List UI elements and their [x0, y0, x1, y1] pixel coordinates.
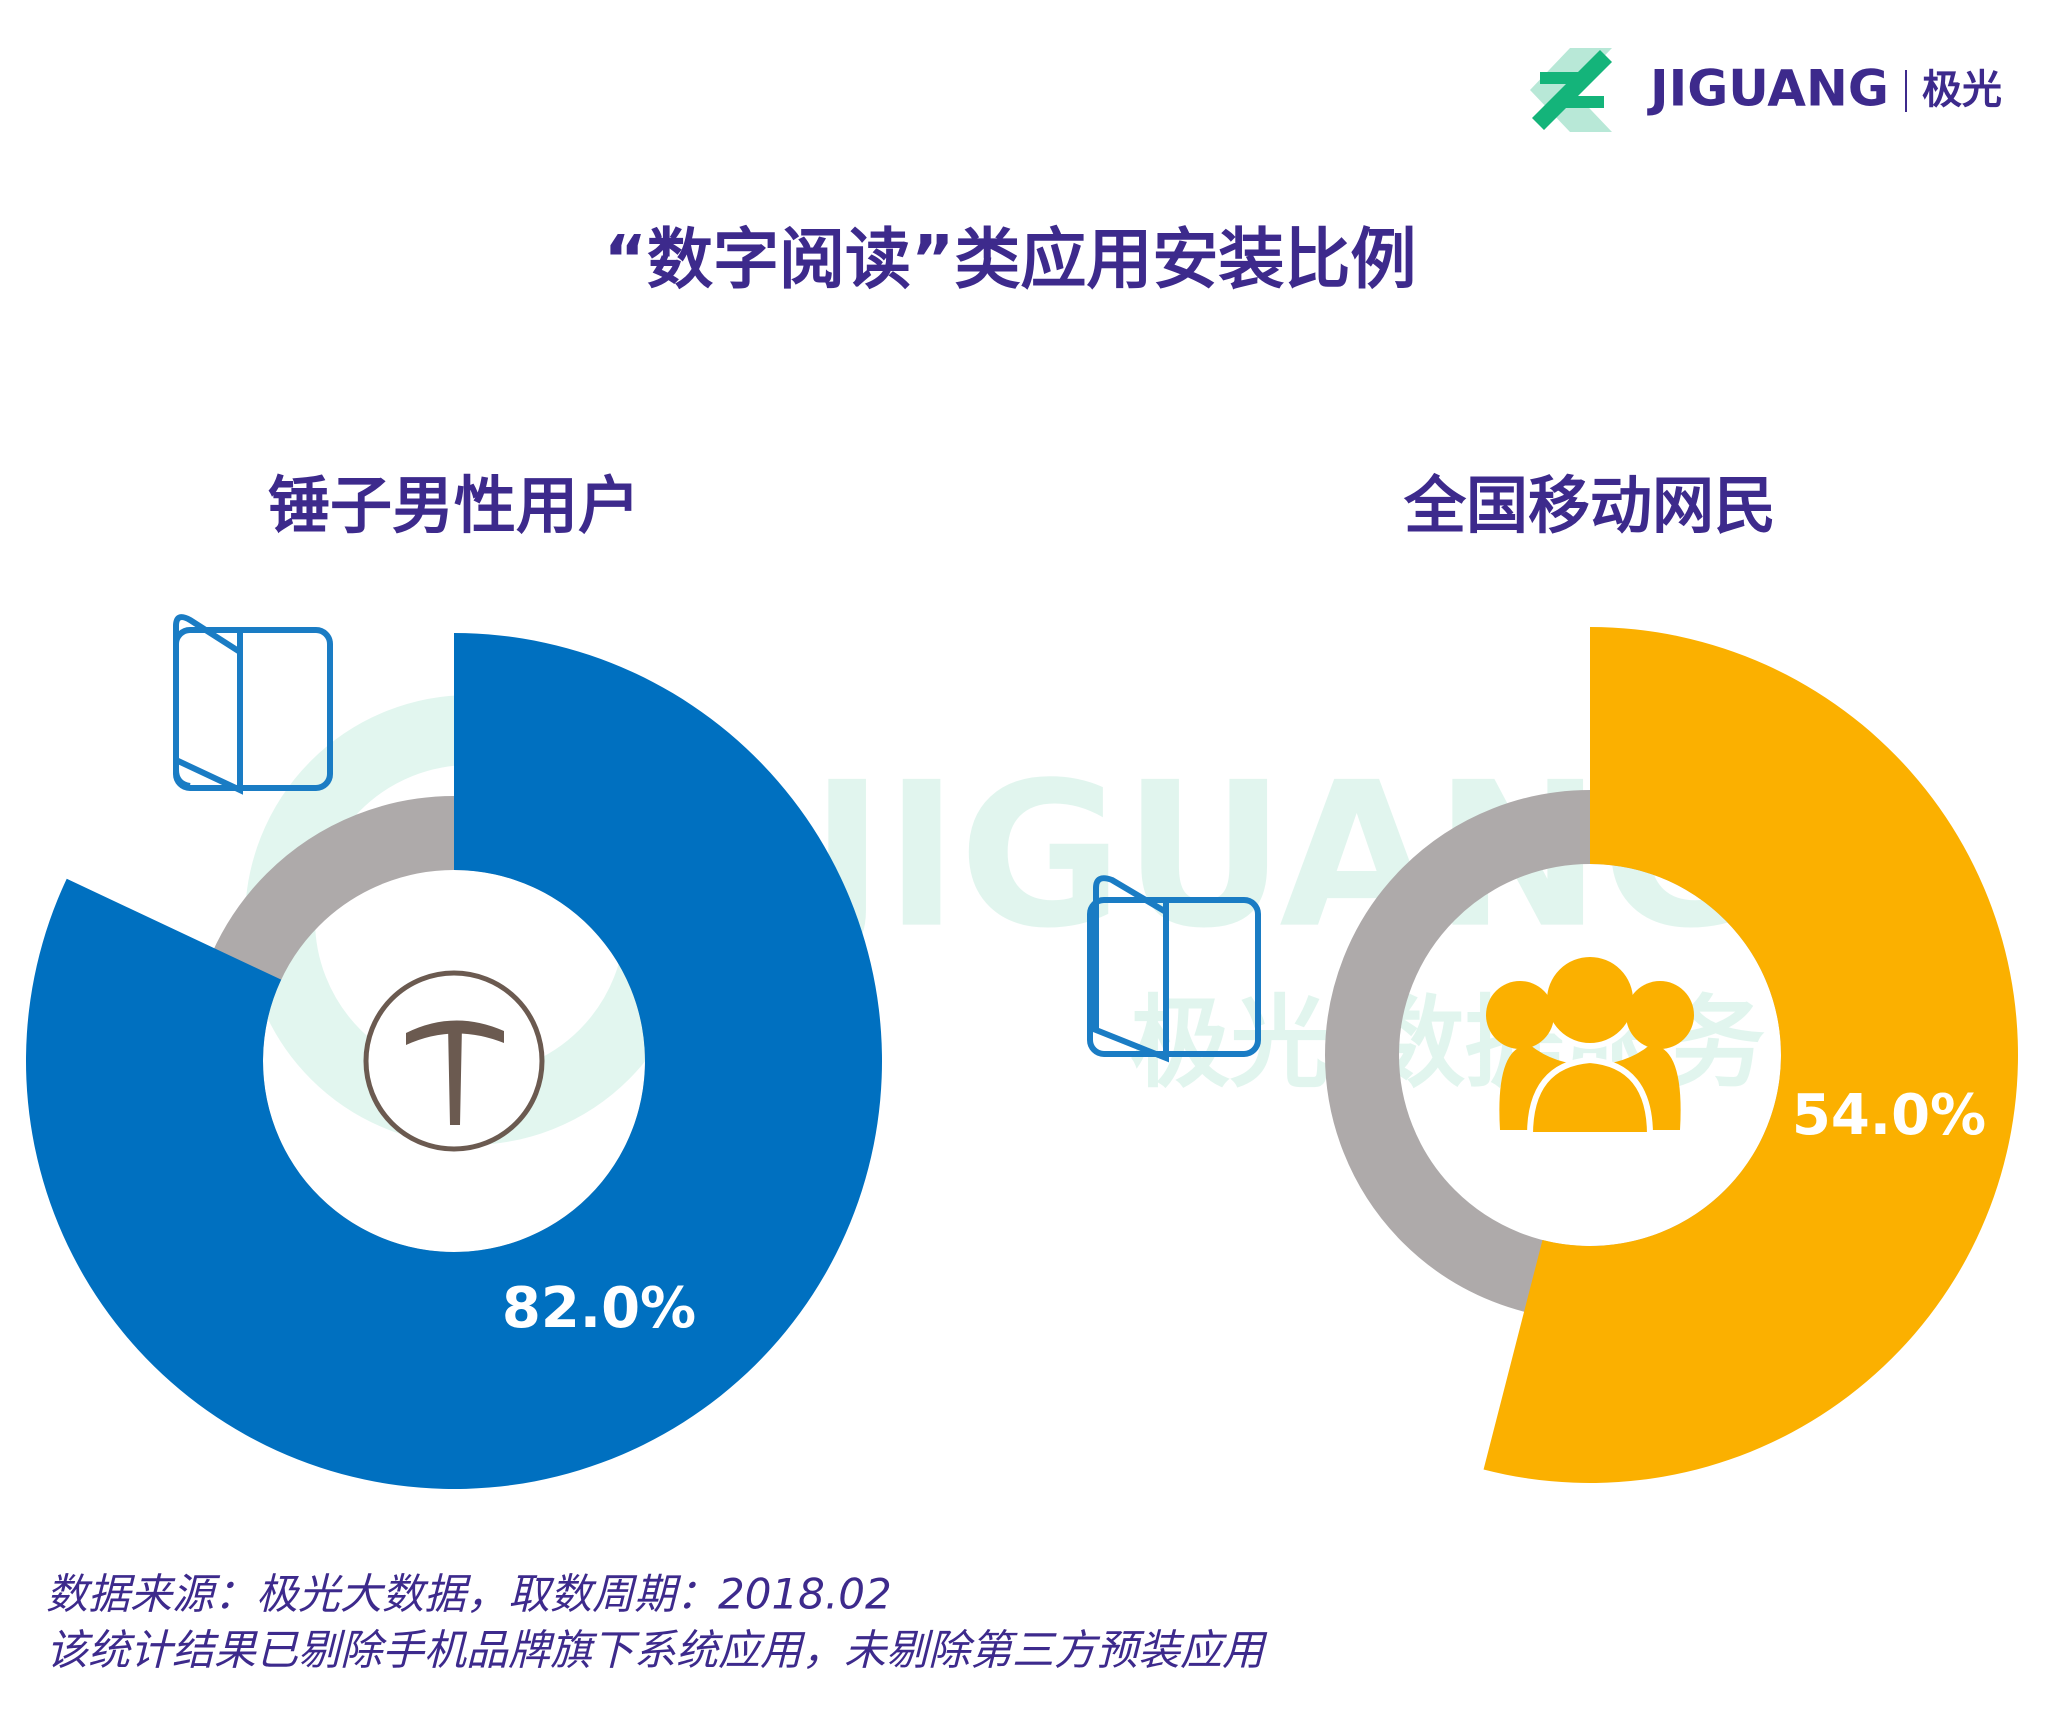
logo-mark	[1532, 50, 1612, 130]
value-label: 82.0%	[502, 1276, 696, 1341]
book-icon	[173, 614, 333, 795]
people-icon	[1486, 981, 1554, 1049]
book-icon	[1087, 875, 1261, 1063]
note: 数据来源：极光大数据，取数周期：2018.02	[46, 1570, 892, 1619]
note: 该统计结果已剔除手机品牌旗下系统应用，未剔除第三方预装应用	[46, 1626, 1268, 1675]
logo-brand: JIGUANG	[1647, 60, 1889, 118]
people-icon	[1626, 981, 1694, 1049]
people-icon	[1541, 951, 1639, 1049]
logo-cn: 极光	[1922, 67, 2002, 113]
chart-title: 锤子男性用户	[268, 469, 640, 542]
logo: JIGUANG 极光	[1530, 48, 2002, 132]
hammer-icon	[406, 1020, 504, 1125]
donut-segment	[25, 633, 883, 1490]
donut-segment	[1483, 627, 2018, 1484]
chart-title: 全国移动网民	[1403, 469, 1776, 542]
charts: 锤子男性用户 82.0% 全国移动网民 54.0%	[25, 469, 2018, 1490]
people-icon	[1526, 1056, 1654, 1138]
title: “数字阅读”类应用安装比例	[604, 221, 1417, 298]
value-label: 54.0%	[1792, 1083, 1986, 1148]
